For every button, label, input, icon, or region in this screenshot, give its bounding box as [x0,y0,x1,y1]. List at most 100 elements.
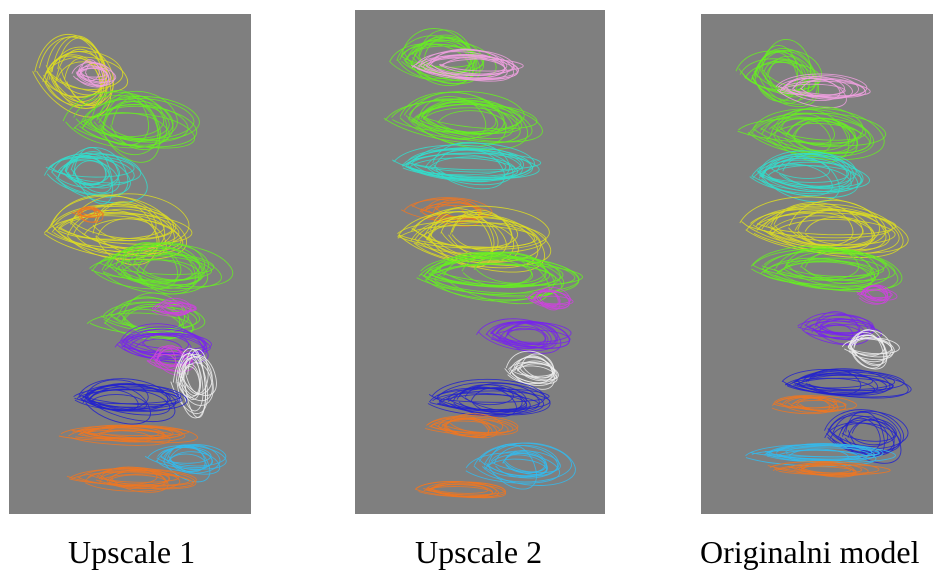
streamline-green [427,254,555,302]
streamline-orange [400,199,483,223]
streamline-cyan [57,157,135,186]
streamline-pink [777,78,847,109]
streamline-group-purple [476,318,572,354]
streamline-group-magenta [856,284,898,305]
streamline-group-orange [425,413,519,439]
streamline-magenta [858,285,887,305]
streamline-cyan [55,159,120,195]
streamline-green [785,257,885,277]
streamline-white [170,353,209,415]
streamline-orange [800,464,852,474]
streamline-green [792,118,855,154]
streamline-green [98,103,170,139]
streamline-green [422,252,561,295]
streamline-purple [804,315,874,335]
streamline-green [773,113,835,145]
streamline-orange [410,197,493,219]
streamline-blue [84,379,149,411]
streamline-pink [800,78,853,99]
streamline-orange [427,484,489,494]
streamline-orange [78,208,100,216]
streamline-group-cyan [391,141,542,190]
streamline-pink [71,62,115,87]
streamline-white [176,366,200,398]
streamline-orange [103,426,165,439]
streamline-blue [82,385,151,425]
streamline-cyan [749,155,864,195]
streamline-orange [779,396,831,413]
streamline-green [761,249,899,292]
streamline-yellow [756,212,897,236]
streamline-skyblue [745,444,877,467]
streamline-white [504,350,556,387]
streamline-group-pink [775,73,871,109]
streamline-blue [827,415,889,447]
streamline-green [420,103,538,130]
streamline-pink [420,49,515,76]
streamline-green [82,112,170,146]
streamline-green [785,247,860,281]
streamline-cyan [407,157,519,179]
streamline-yellow [44,215,184,255]
streamline-yellow [773,203,854,246]
streamline-pink [426,49,515,82]
streamline-green [743,61,822,91]
streamline-green [114,254,222,289]
streamline-orange [415,481,497,498]
streamline-yellow [804,216,875,246]
streamline-purple [803,320,875,338]
streamline-green [91,249,205,290]
streamline-blue [792,377,894,392]
streamline-blue [794,369,909,399]
streamline-cyan [751,164,852,193]
streamline-image [735,39,912,478]
streamline-group-skyblue [144,444,227,483]
streamline-yellow [769,202,863,247]
streamline-white [183,348,206,418]
streamline-cyan [424,149,514,186]
streamline-skyblue [166,444,206,473]
streamline-green [404,39,481,84]
streamline-yellow [46,56,129,93]
streamline-green [389,43,471,82]
streamline-cyan [43,155,131,197]
streamline-purple [815,314,872,336]
streamline-green [120,245,203,286]
streamline-green [103,302,206,333]
streamline-skyblue [144,445,227,470]
streamline-skyblue [160,444,227,467]
streamline-orange [767,461,880,474]
streamline-pink [775,73,868,98]
streamline-pink [420,57,506,76]
streamline-orange [423,486,493,496]
streamline-green [804,249,879,285]
streamline-group-pink [411,48,524,82]
streamline-purple [491,320,570,349]
streamline-blue [838,415,902,464]
streamline-yellow [421,216,507,258]
streamline-orange [437,416,490,437]
streamline-blue [829,422,901,454]
streamline-purple [135,338,183,356]
streamline-group-orange [66,466,197,493]
streamline-cyan [761,156,840,203]
streamline-green [136,247,196,295]
streamline-panel-original-model [701,14,933,514]
streamline-group-purple [797,311,883,346]
streamline-purple [476,318,558,352]
streamline-pink [76,62,111,88]
streamline-yellow [69,193,190,249]
streamline-orange [76,207,96,217]
streamline-green [760,259,880,285]
streamline-group-cyan [43,146,148,205]
streamline-skyblue [766,447,880,458]
caption-upscale-1: Upscale 1 [68,534,196,570]
streamline-orange [447,413,503,434]
streamline-group-blue [427,378,551,418]
streamline-blue [458,384,514,406]
streamline-magenta [860,288,898,301]
streamline-green [752,248,887,279]
streamline-blue [839,417,881,454]
streamline-green [407,91,507,147]
streamline-pink [431,48,505,79]
